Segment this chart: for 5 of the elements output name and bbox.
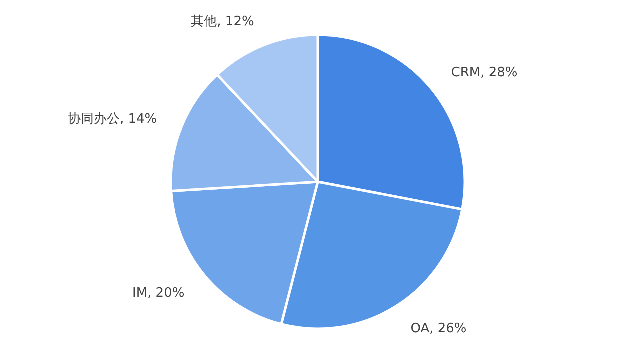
slice-label: IM, 20% — [132, 286, 185, 301]
slice-label: 其他, 12% — [191, 14, 254, 30]
slice-label: CRM, 28% — [451, 65, 518, 80]
slice-label: 协同办公, 14% — [68, 112, 158, 127]
slice-label: OA, 26% — [410, 322, 467, 337]
